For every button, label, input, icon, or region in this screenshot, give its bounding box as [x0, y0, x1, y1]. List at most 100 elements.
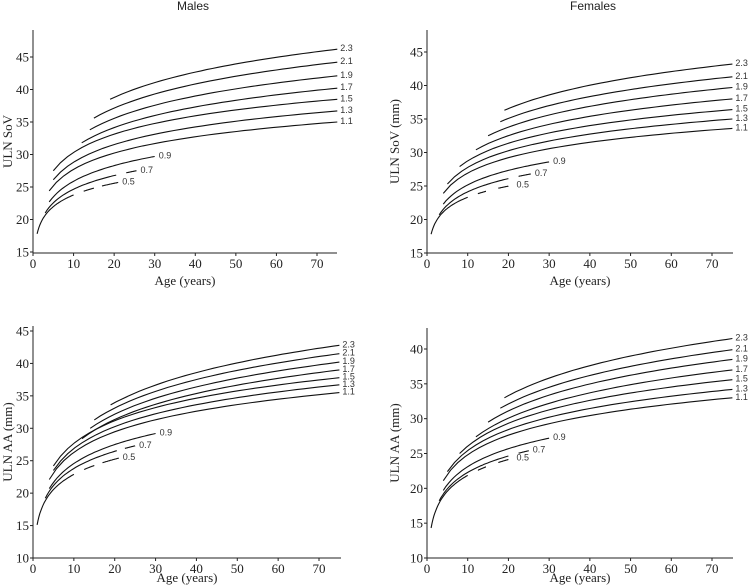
y-tick-label: 15 [410, 516, 423, 531]
curve-series-1-7: 1.7 [475, 93, 748, 151]
y-tick-label: 30 [16, 421, 29, 436]
curve-series-1-1: 1.1 [442, 392, 748, 482]
curve-line [442, 397, 733, 482]
y-axis-label: ULN AA (mm) [387, 403, 402, 482]
y-tick-label: 10 [16, 551, 29, 566]
curve-series-1-9: 1.9 [487, 82, 748, 137]
curve-series-1-7: 1.7 [81, 364, 355, 440]
y-tick-label: 15 [16, 245, 29, 260]
panel-title: Males [177, 0, 209, 13]
curve-label: 1.5 [735, 104, 748, 114]
curve-dash-segment [498, 185, 509, 189]
curve-dash-segment [124, 445, 136, 449]
curve-series-1-3: 1.3 [52, 379, 355, 471]
y-tick-label: 25 [16, 180, 29, 195]
curve-line [36, 194, 74, 234]
curve-series-0-9: 0.9 [48, 150, 171, 203]
curve-line [442, 437, 550, 491]
curve-line [487, 358, 733, 423]
curve-series-1-1: 1.1 [442, 122, 748, 194]
curve-line [504, 337, 733, 399]
x-tick-label: 0 [424, 256, 431, 271]
y-tick-label: 30 [410, 145, 423, 160]
curve-label: 0.9 [160, 427, 173, 437]
y-tick-label: 25 [16, 453, 29, 468]
curve-line [48, 432, 156, 489]
curve-line [459, 109, 733, 168]
curve-series-0-7: 0.7 [44, 165, 153, 214]
x-tick-label: 20 [502, 256, 515, 271]
y-tick-label: 20 [410, 212, 423, 227]
y-tick-label: 40 [410, 342, 423, 357]
curve-line [52, 110, 338, 181]
curve-series-0-7: 0.7 [44, 440, 152, 499]
x-tick-label: 50 [231, 561, 244, 576]
curve-series-0-5: 0.5 [36, 176, 135, 234]
curve-series-1-7: 1.7 [81, 82, 353, 144]
curve-label: 2.1 [735, 344, 748, 354]
curve-label: 0.5 [517, 179, 530, 189]
x-tick-label: 30 [543, 256, 556, 271]
curve-series-2-3: 2.3 [504, 333, 748, 399]
y-tick-label: 15 [410, 246, 423, 261]
curve-label: 0.5 [122, 176, 135, 186]
curve-line [48, 121, 338, 192]
curve-line [459, 379, 733, 454]
curve-line [442, 127, 733, 194]
y-tick-label: 35 [410, 376, 423, 391]
x-tick-label: 50 [229, 256, 242, 271]
curve-series-2-1: 2.1 [93, 56, 353, 119]
curve-line [109, 48, 338, 100]
curve-line [438, 178, 509, 216]
curve-line [110, 344, 340, 406]
curve-line [36, 473, 75, 526]
x-tick-label: 60 [270, 256, 283, 271]
x-tick-label: 70 [706, 256, 719, 271]
curve-line [500, 76, 733, 123]
curve-line [475, 369, 733, 438]
x-tick-label: 60 [665, 561, 678, 576]
y-tick-label: 45 [410, 45, 423, 60]
y-tick-label: 45 [16, 50, 29, 65]
curve-series-1-3: 1.3 [52, 105, 353, 181]
curve-label: 0.7 [535, 168, 548, 178]
y-tick-label: 20 [16, 212, 29, 227]
x-tick-label: 70 [313, 561, 326, 576]
curve-label: 1.1 [342, 387, 355, 397]
panel-title: Females [570, 0, 616, 13]
curve-series-0-5: 0.5 [36, 452, 135, 526]
curve-line [81, 369, 340, 440]
x-tick-label: 70 [706, 561, 719, 576]
y-tick-label: 45 [16, 324, 29, 339]
curve-label: 1.9 [735, 353, 748, 363]
curve-series-2-3: 2.3 [504, 58, 748, 111]
x-axis-label: Age (years) [157, 570, 218, 585]
x-tick-label: 10 [67, 256, 80, 271]
x-axis-label: Age (years) [550, 273, 611, 288]
curve-series-1-5: 1.5 [52, 372, 355, 467]
curve-line [44, 450, 117, 499]
curve-dash-segment [518, 450, 529, 454]
x-tick-label: 60 [272, 561, 285, 576]
x-tick-label: 0 [30, 561, 37, 576]
x-tick-label: 70 [311, 256, 324, 271]
y-tick-label: 20 [16, 486, 29, 501]
curve-line [447, 118, 733, 185]
curve-series-2-1: 2.1 [500, 344, 748, 409]
curve-series-1-7: 1.7 [475, 364, 748, 438]
curve-line [487, 86, 733, 137]
curve-line [52, 384, 340, 471]
curve-label: 1.5 [735, 374, 748, 384]
curve-series-0-9: 0.9 [442, 156, 566, 205]
curve-label: 0.7 [140, 165, 153, 175]
curve-label: 1.3 [342, 379, 355, 389]
x-tick-label: 40 [583, 561, 596, 576]
curve-label: 2.1 [735, 71, 748, 81]
curve-series-1-1: 1.1 [48, 116, 353, 192]
y-axis-label: ULN SoV (mm) [387, 99, 402, 184]
x-axis-label: Age (years) [550, 570, 611, 585]
curve-label: 1.1 [340, 116, 353, 126]
curve-line [44, 174, 117, 214]
